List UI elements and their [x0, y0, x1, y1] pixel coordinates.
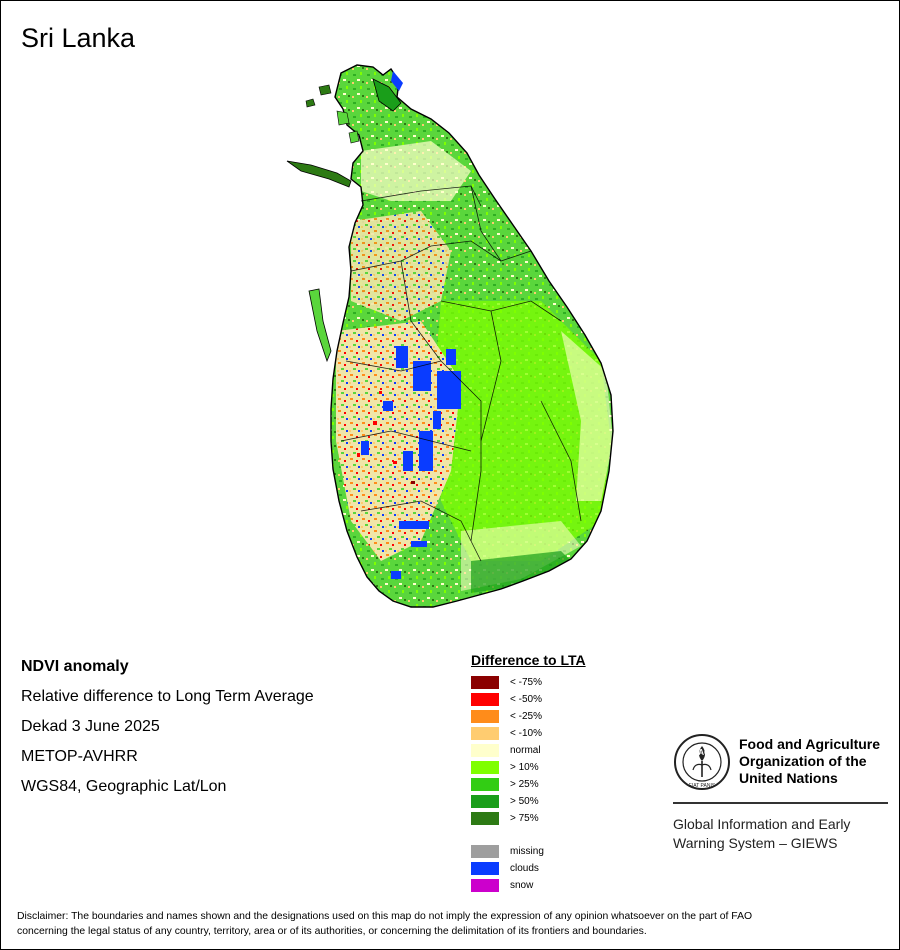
ndvi-map: [286, 64, 614, 608]
legend-label: normal: [510, 745, 541, 756]
legend-row: clouds: [471, 860, 586, 877]
map-info: NDVI anomaly Relative difference to Long…: [21, 657, 314, 807]
product-name: NDVI anomaly: [21, 658, 129, 675]
legend-row: missing: [471, 843, 586, 860]
legend-swatch: [471, 744, 499, 757]
legend-row: < -25%: [471, 708, 586, 725]
legend-label: > 50%: [510, 796, 539, 807]
legend-row: > 25%: [471, 776, 586, 793]
legend-label: missing: [510, 846, 544, 857]
legend-row: < -75%: [471, 674, 586, 691]
fao-name: Food and Agriculture Organization of the…: [739, 736, 881, 786]
legend-swatch: [471, 845, 499, 858]
legend-row: < -50%: [471, 691, 586, 708]
legend-row: < -10%: [471, 725, 586, 742]
legend-label: > 25%: [510, 779, 539, 790]
legend-swatch: [471, 795, 499, 808]
legend-title: Difference to LTA: [471, 652, 586, 668]
legend-label: < -75%: [510, 677, 542, 688]
svg-text:FIAT PANIS: FIAT PANIS: [689, 783, 716, 789]
legend-row: > 75%: [471, 810, 586, 827]
fao-logo-icon: FAO FIAT PANIS: [674, 734, 730, 790]
legend-swatch: [471, 727, 499, 740]
projection: WGS84, Geographic Lat/Lon: [21, 778, 227, 795]
legend-label: < -25%: [510, 711, 542, 722]
legend-row: normal: [471, 742, 586, 759]
legend-extra: missing clouds snow: [471, 843, 586, 894]
legend-swatch: [471, 862, 499, 875]
legend-swatch: [471, 778, 499, 791]
disclaimer: Disclaimer: The boundaries and names sho…: [17, 911, 753, 937]
fao-divider: [673, 802, 888, 804]
time-period: Dekad 3 June 2025: [21, 718, 160, 735]
product-description: Relative difference to Long Term Average: [21, 688, 314, 705]
map-title: Sri Lanka: [21, 23, 136, 53]
legend-label: > 75%: [510, 813, 539, 824]
legend-swatch: [471, 812, 499, 825]
legend-row: > 10%: [471, 759, 586, 776]
giews-name: Global Information and Early Warning Sys…: [673, 816, 851, 851]
sensor-name: METOP-AVHRR: [21, 748, 138, 765]
legend-spacer: [471, 827, 586, 843]
legend-label: < -10%: [510, 728, 542, 739]
legend-swatch: [471, 879, 499, 892]
legend-label: < -50%: [510, 694, 542, 705]
svg-text:FAO: FAO: [694, 748, 710, 757]
legend-label: snow: [510, 880, 534, 891]
legend-label: clouds: [510, 863, 539, 874]
legend-swatch: [471, 693, 499, 706]
legend-swatch: [471, 761, 499, 774]
legend-swatch: [471, 676, 499, 689]
legend-label: > 10%: [510, 762, 539, 773]
legend-classes: < -75% < -50% < -25% < -10% normal > 10% > 25%…: [471, 674, 586, 827]
legend: Difference to LTA < -75% < -50% < -25% < -1…: [471, 652, 586, 894]
legend-row: > 50%: [471, 793, 586, 810]
legend-swatch: [471, 710, 499, 723]
legend-row: snow: [471, 877, 586, 894]
